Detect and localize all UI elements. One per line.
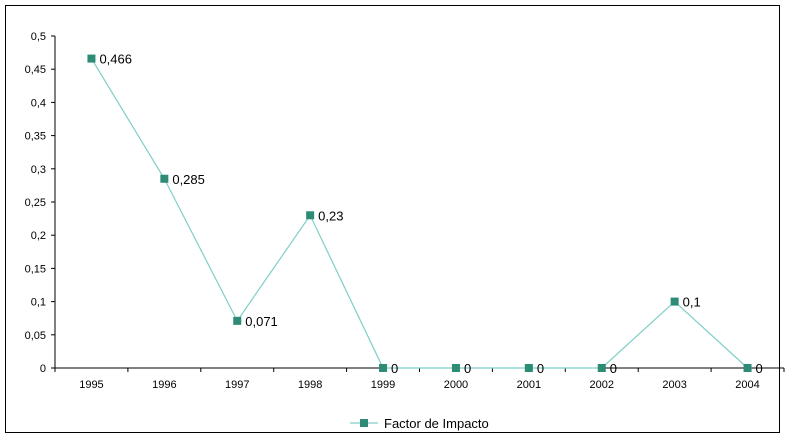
y-tick-label: 0,1	[31, 297, 46, 309]
x-tick-label: 1996	[152, 379, 176, 391]
data-label: 0	[756, 361, 763, 376]
y-axis-ticks: 0 0,05 0,1 0,15 0,2 0,25 0,3 0,35 0,4 0,45 0,5	[25, 31, 55, 375]
data-label: 0	[537, 361, 544, 376]
data-point-marker	[233, 316, 242, 325]
series-line	[90, 58, 748, 369]
data-label: 0,071	[245, 314, 278, 329]
y-tick-label: 0,3	[31, 164, 46, 176]
y-tick-label: 0,5	[31, 31, 46, 43]
x-tick-label: 1998	[298, 379, 322, 391]
y-tick-label: 0,4	[31, 97, 46, 109]
x-tick-label: 1995	[79, 379, 103, 391]
legend-label: Factor de Impacto	[384, 416, 489, 431]
data-point-marker	[524, 364, 533, 372]
data-point-marker	[670, 297, 679, 306]
series-factor-de-impacto: 0,466 0,285 0,071 0,23 0 0 0 0 0,1 0	[87, 52, 763, 376]
x-tick-label: 1997	[225, 379, 249, 391]
y-tick-label: 0	[40, 363, 46, 375]
chart-frame	[5, 5, 780, 433]
data-point-marker	[743, 364, 752, 372]
data-point-marker	[597, 364, 606, 372]
legend-marker	[360, 419, 368, 427]
data-point-marker	[306, 211, 315, 220]
x-tick-label: 2000	[444, 379, 468, 391]
data-label: 0,285	[172, 172, 205, 187]
data-point-marker	[160, 174, 169, 183]
x-tick-label: 2002	[590, 379, 614, 391]
y-tick-label: 0,45	[25, 64, 46, 76]
legend: Factor de Impacto	[350, 416, 489, 431]
data-label: 0	[610, 361, 617, 376]
x-tick-label: 2004	[735, 379, 759, 391]
data-label: 0	[464, 361, 471, 376]
x-tick-label: 2001	[517, 379, 541, 391]
y-tick-label: 0,35	[25, 131, 46, 143]
y-tick-label: 0,2	[31, 230, 46, 242]
y-tick-label: 0,05	[25, 330, 46, 342]
x-axis-ticks: 1995 1996 1997 1998 1999 2000 2001 2002 2003 2004	[54, 368, 785, 391]
x-tick-label: 2003	[662, 379, 686, 391]
data-label: 0,1	[683, 295, 701, 310]
data-label: 0	[391, 361, 398, 376]
y-tick-label: 0,25	[25, 197, 46, 209]
data-point-marker	[379, 364, 388, 372]
data-point-marker	[451, 364, 460, 372]
data-label: 0,23	[318, 208, 343, 223]
y-tick-label: 0,15	[25, 263, 46, 275]
data-point-marker	[87, 54, 96, 63]
x-tick-label: 1999	[371, 379, 395, 391]
data-label: 0,466	[99, 52, 132, 67]
chart-axes	[54, 36, 784, 369]
